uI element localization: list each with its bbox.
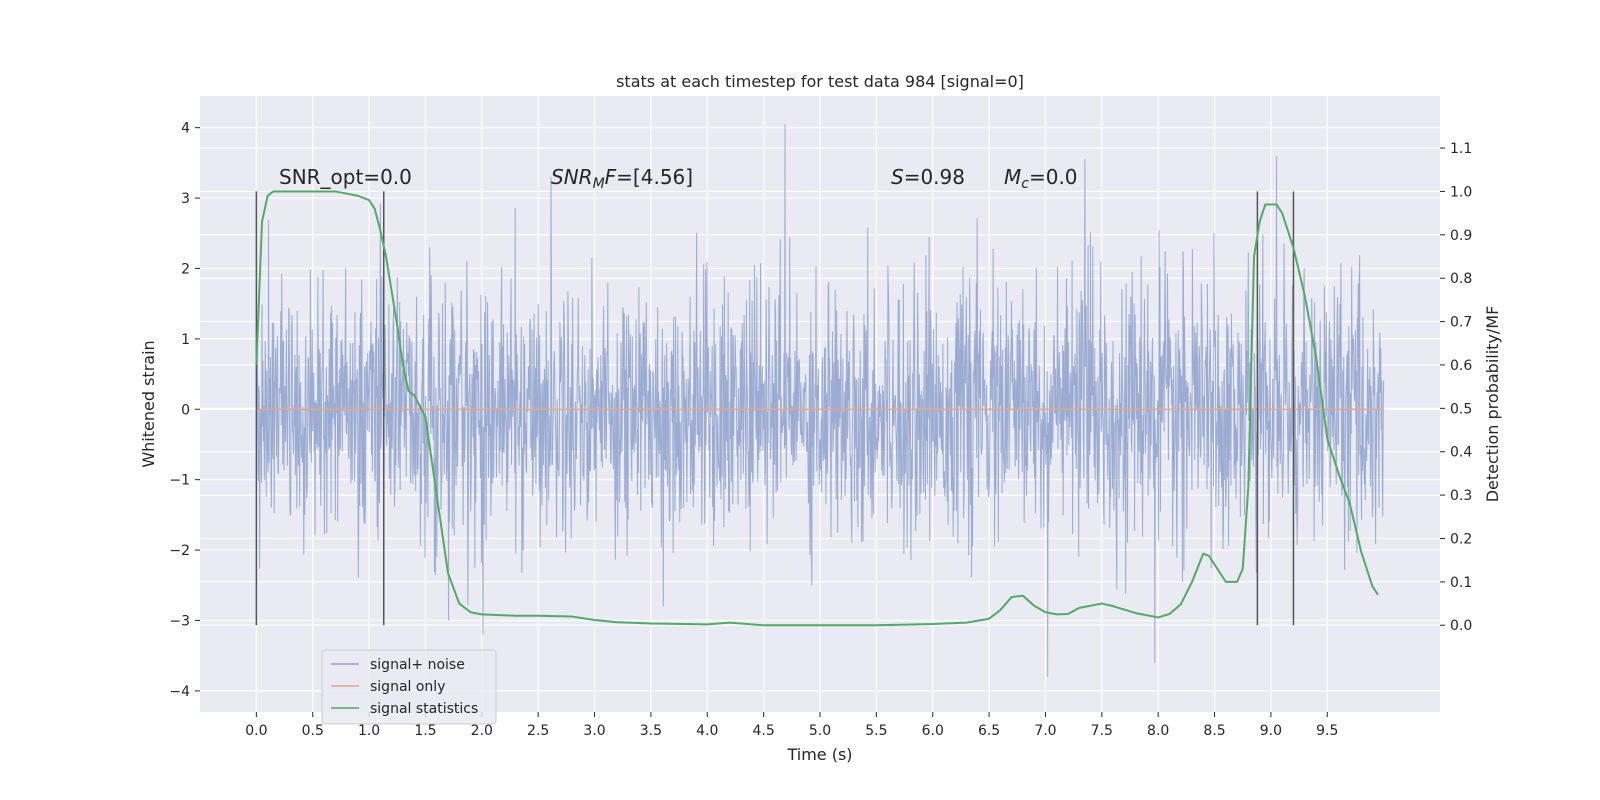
y-tick-label: 2	[181, 261, 190, 277]
signal-noise-line	[255, 124, 1385, 677]
y-right-tick-label: 0.9	[1450, 228, 1472, 244]
annotation-snr-opt: SNR_opt=0.0	[279, 165, 412, 189]
snr-mf-label: SNR	[551, 165, 593, 189]
vertical-markers	[255, 191, 1295, 626]
y-right-tick-label: 0.5	[1450, 401, 1472, 417]
signal-noise-series	[255, 124, 1385, 677]
x-axis-label: Time (s)	[786, 745, 852, 764]
x-tick-label: 9.5	[1316, 723, 1338, 739]
y-right-tick-label: 0.3	[1450, 488, 1472, 504]
x-tick-label: 8.5	[1203, 723, 1225, 739]
y-right-tick-label: 0.1	[1450, 575, 1472, 591]
x-tick-label: 4.0	[696, 723, 718, 739]
y-tick-label: −4	[169, 684, 190, 700]
y-tick-label: 4	[181, 121, 190, 137]
x-tick-label: 5.5	[865, 723, 887, 739]
y-tick-label: 0	[181, 402, 190, 418]
snr-mf-subscript: M	[593, 176, 605, 192]
y-axis-left-ticks: −4 −3 −2 −1 0 1 2 3 4	[169, 121, 200, 700]
y-tick-label: 3	[181, 191, 190, 207]
annotation-s: S=0.98	[891, 165, 965, 189]
y-tick-label: −1	[169, 473, 190, 489]
y-tick-label: −2	[169, 543, 190, 559]
s-label: S	[891, 165, 904, 189]
x-tick-label: 7.5	[1091, 723, 1113, 739]
annotation-snr-mf: SNRMF=[4.56]	[551, 165, 693, 192]
chart-title: stats at each timestep for test data 984…	[616, 72, 1024, 91]
legend-box	[321, 649, 497, 725]
x-tick-label: 0.0	[245, 723, 267, 739]
x-axis-ticks: 0.0 0.5 1.0 1.5 2.0 2.5 3.0 3.5 4.0 4.5 5.0 5.5 6.0 6…	[245, 712, 1338, 739]
mc-label: M	[1004, 165, 1021, 189]
x-tick-label: 4.5	[753, 723, 775, 739]
signal-statistics-series	[255, 190, 1379, 627]
y-right-tick-label: 0.6	[1450, 358, 1472, 374]
legend-label-signal-statistics: signal statistics	[370, 701, 478, 717]
s-value: =0.98	[904, 165, 965, 189]
x-tick-label: 2.0	[471, 723, 493, 739]
snr-mf-tail: F	[605, 165, 617, 189]
x-tick-label: 3.5	[640, 723, 662, 739]
x-tick-label: 6.5	[978, 723, 1000, 739]
x-tick-label: 9.0	[1260, 723, 1282, 739]
legend: signal+ noise signal only signal statist…	[321, 649, 497, 725]
x-tick-label: 0.5	[302, 723, 324, 739]
y-tick-label: 1	[181, 332, 190, 348]
y-axis-right-ticks: 0.0 0.1 0.2 0.3 0.4 0.5 0.6 0.7 0.8 0.9 1.0 1.1	[1440, 141, 1472, 634]
mc-subscript: c	[1021, 176, 1029, 192]
x-tick-label: 1.5	[414, 723, 436, 739]
legend-label-signal-noise: signal+ noise	[370, 657, 465, 673]
y-axis-label: Whitened strain	[139, 340, 158, 467]
x-tick-label: 5.0	[809, 723, 831, 739]
y-axis-right-label: Detection probability/MF	[1483, 306, 1502, 503]
y-right-tick-label: 1.1	[1450, 141, 1472, 157]
mc-value: =0.0	[1029, 165, 1078, 189]
x-tick-label: 1.0	[358, 723, 380, 739]
y-right-tick-label: 0.8	[1450, 271, 1472, 287]
x-tick-label: 8.0	[1147, 723, 1169, 739]
y-right-tick-label: 1.0	[1450, 184, 1472, 200]
y-tick-label: −3	[169, 613, 190, 629]
x-tick-label: 7.0	[1034, 723, 1056, 739]
legend-label-signal-only: signal only	[370, 679, 445, 695]
y-right-tick-label: 0.2	[1450, 531, 1472, 547]
y-right-tick-label: 0.4	[1450, 445, 1472, 461]
y-right-tick-label: 0.0	[1450, 618, 1472, 634]
annotation-mc: Mc=0.0	[1004, 165, 1078, 192]
y-right-tick-label: 0.7	[1450, 315, 1472, 331]
x-tick-label: 3.0	[583, 723, 605, 739]
x-tick-label: 6.0	[922, 723, 944, 739]
x-tick-label: 2.5	[527, 723, 549, 739]
snr-mf-value: =[4.56]	[616, 165, 693, 189]
signal-statistics-line	[255, 190, 1379, 627]
